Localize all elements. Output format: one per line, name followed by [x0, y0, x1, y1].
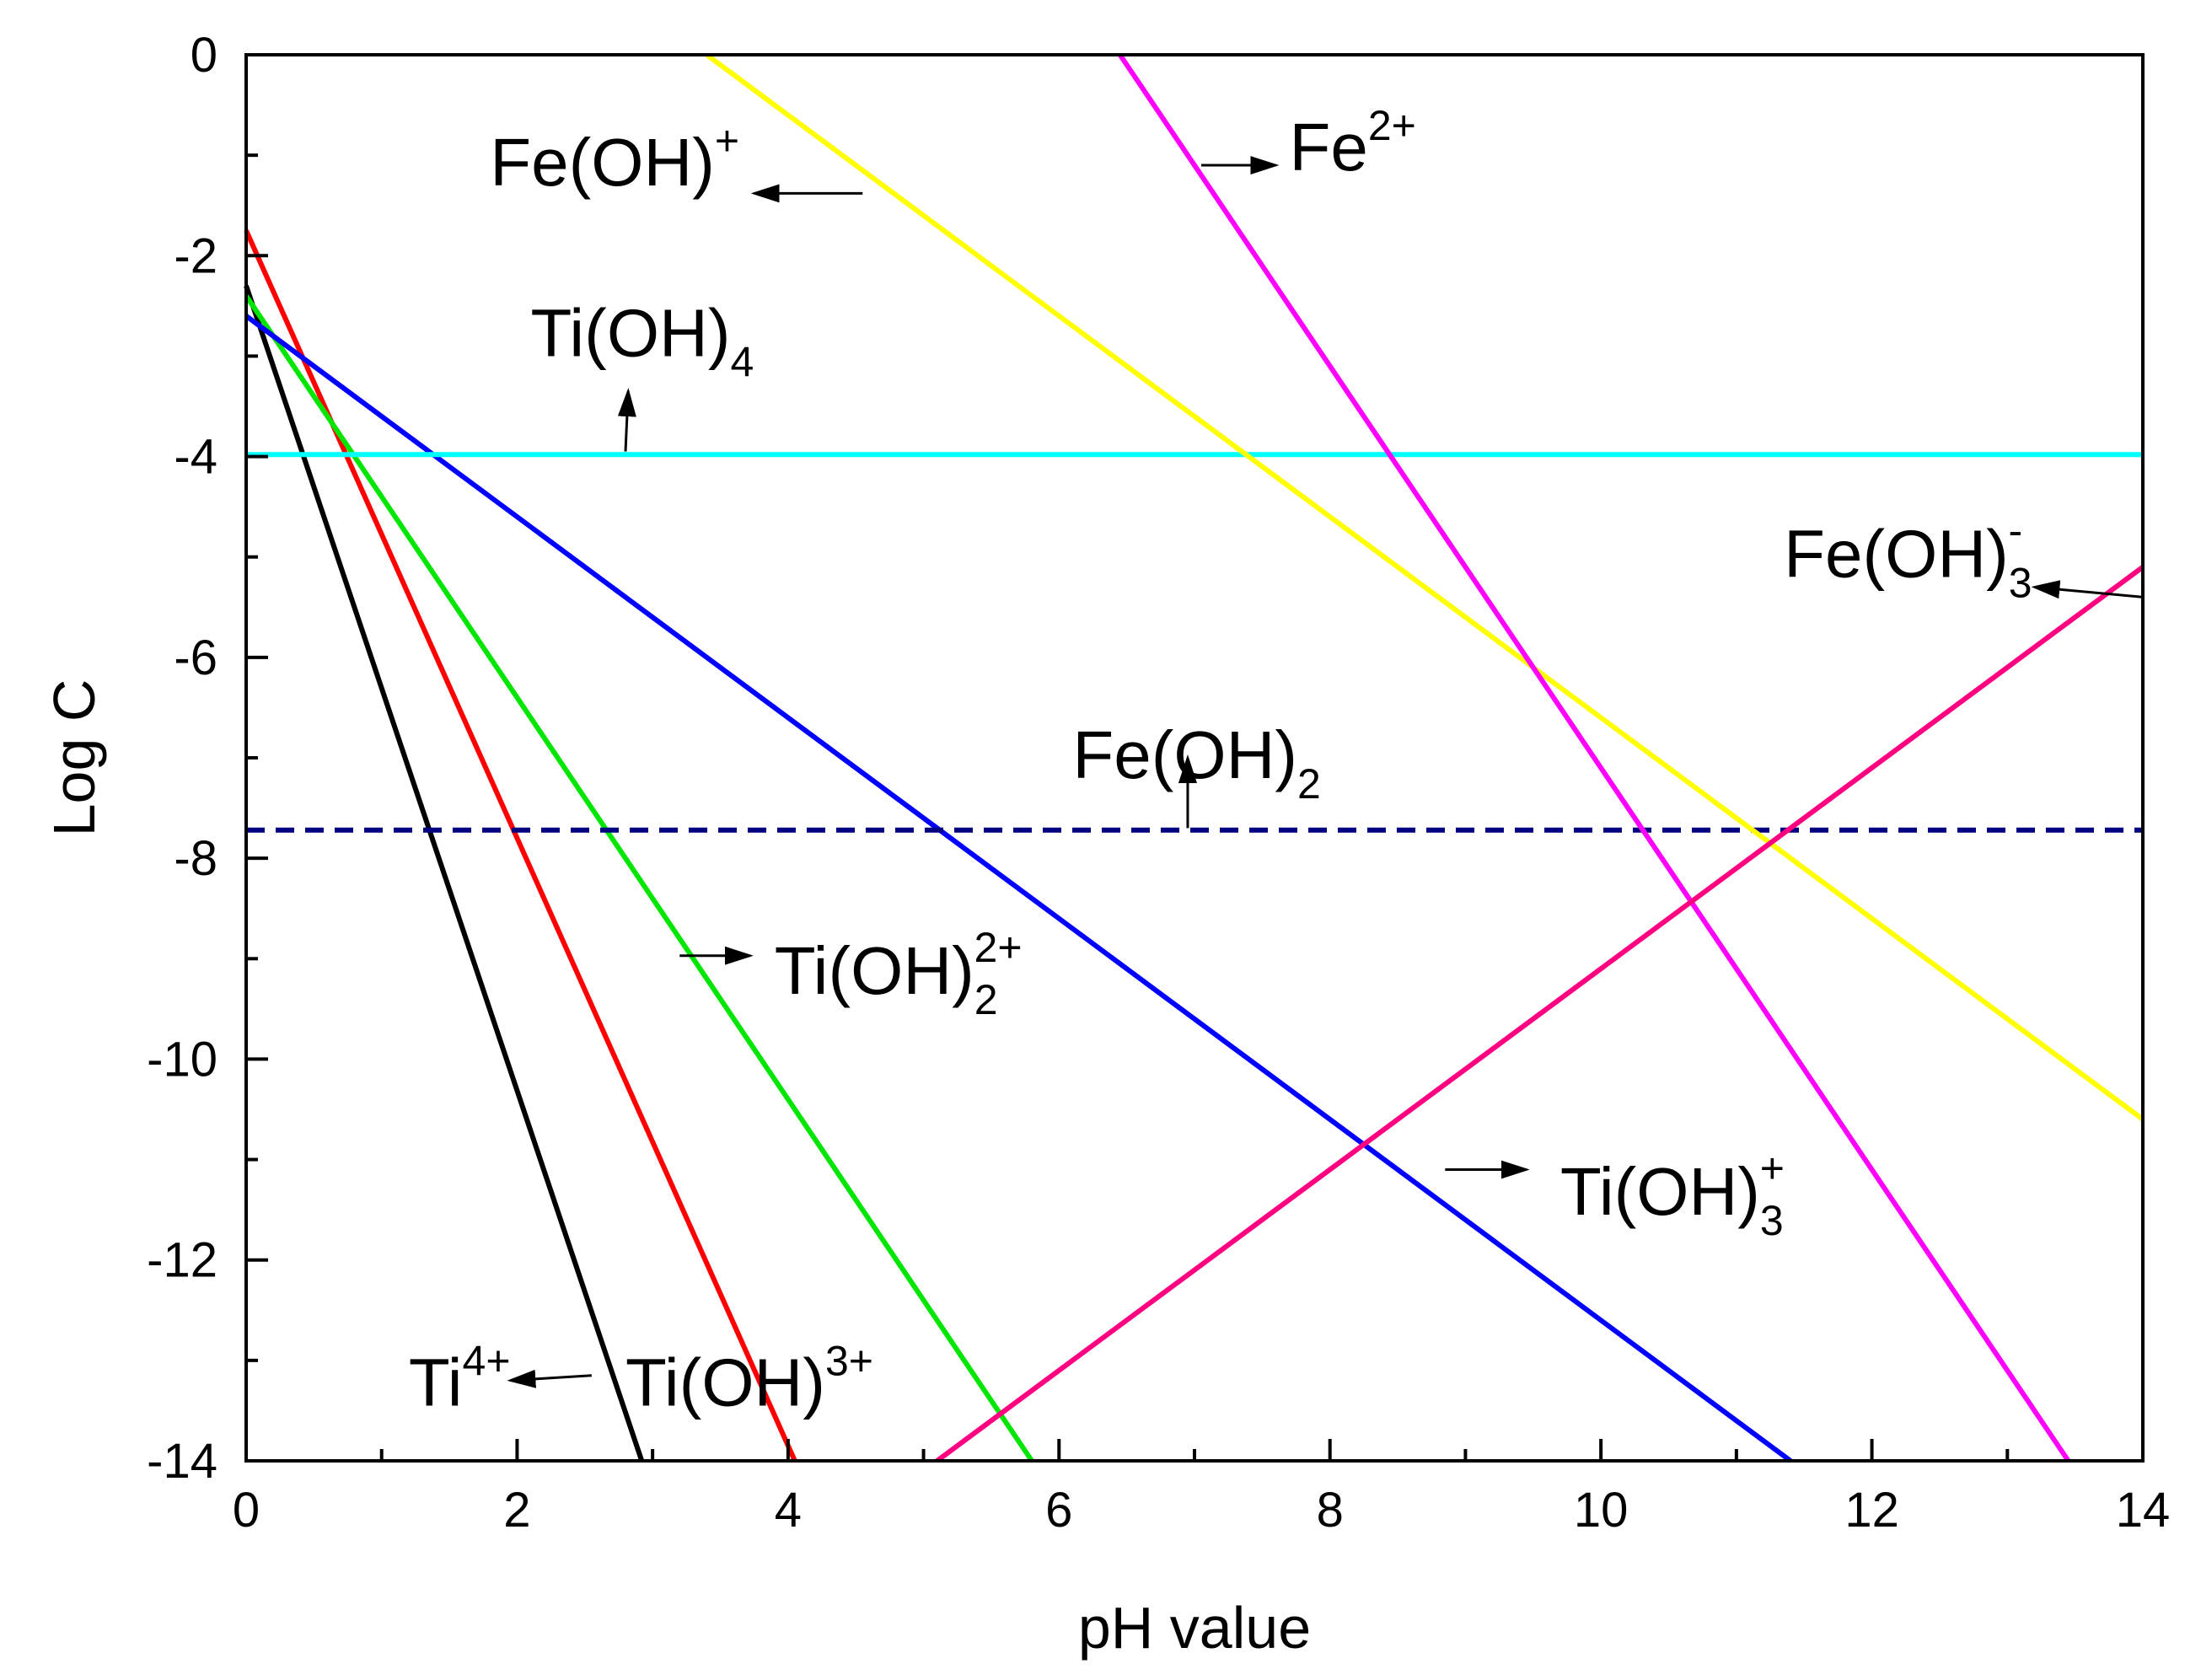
x-tick-label: 2: [503, 1483, 530, 1538]
label-fe-2: Fe2+: [1290, 102, 1416, 185]
y-tick-label: -10: [147, 1032, 217, 1087]
x-axis-title: pH value: [1078, 1595, 1311, 1661]
arrow-ti-4: [507, 1369, 592, 1388]
arrow-fe-oh-3: [2031, 580, 2144, 599]
x-tick-label: 14: [2116, 1483, 2171, 1538]
series-line-fe2: [1118, 53, 2071, 1463]
label-fe-oh-2: Fe(OH)2: [1072, 717, 1320, 808]
label-fe-oh-3: Fe(OH)3-: [1784, 507, 2032, 607]
y-tick-label: -4: [174, 430, 217, 485]
x-tick-label: 0: [233, 1483, 260, 1538]
y-tick-label: -6: [174, 631, 217, 685]
series-line-fe-oh-3: [935, 565, 2145, 1463]
label-ti-oh-2-2: Ti(OH)22+: [775, 924, 1023, 1023]
tick-layer: 0 2 4 6 8 10 12 14 0 -2 -4 -6 -8 -10 -12 -14: [147, 28, 2170, 1538]
series-line-ti-oh-2-2: [244, 294, 1034, 1463]
y-tick-label: -8: [174, 831, 217, 886]
x-tick-label: 12: [1844, 1483, 1899, 1538]
x-tick-label: 6: [1045, 1483, 1072, 1538]
arrow-ti-oh-4: [617, 388, 636, 452]
y-tick-label: -2: [174, 228, 217, 283]
series-line-ti4: [244, 285, 645, 1462]
y-tick-label: -12: [147, 1233, 217, 1288]
x-tick-label: 8: [1317, 1483, 1344, 1538]
x-tick-label: 4: [775, 1483, 802, 1538]
label-fe-oh: Fe(OH)+: [490, 117, 739, 200]
series-line-fe-oh: [705, 52, 2145, 1122]
y-tick-label: 0: [191, 28, 217, 83]
y-tick-label: -14: [147, 1434, 217, 1489]
label-ti-oh-3: Ti(OH)3+: [625, 1337, 873, 1420]
series-layer: [244, 52, 2145, 1463]
y-axis-title: Log C: [41, 679, 107, 837]
series-line-ti-oh-3: [244, 314, 1792, 1463]
label-ti-oh-3: Ti(OH)3+: [1560, 1145, 1785, 1244]
annotation-layer: Fe(OH)+ Fe2+ Ti(OH)4 Fe(OH)3- Fe(OH)2 Ti(OH)2…: [409, 102, 2144, 1420]
x-tick-label: 10: [1574, 1483, 1629, 1538]
label-ti-4: Ti4+: [409, 1337, 511, 1420]
label-ti-oh-4: Ti(OH)4: [531, 295, 754, 385]
